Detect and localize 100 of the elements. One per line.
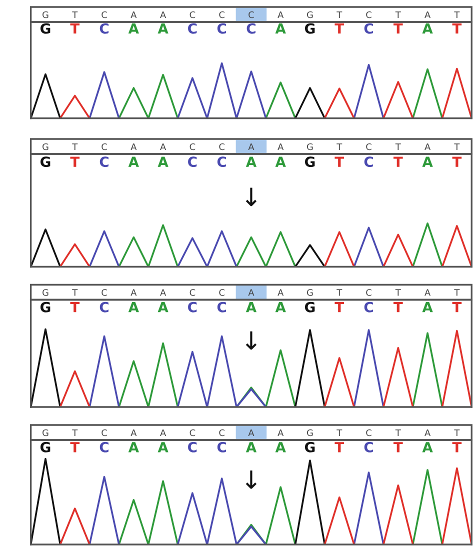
x-tick-label: G bbox=[42, 143, 48, 150]
x-tick-label: A bbox=[248, 143, 254, 150]
x-tick-label: G bbox=[307, 11, 313, 18]
category-label: C bbox=[188, 442, 197, 452]
x-tick-label: G bbox=[42, 11, 48, 18]
category-label: A bbox=[422, 302, 433, 312]
category-label: T bbox=[393, 23, 403, 34]
x-tick-label: T bbox=[72, 143, 78, 150]
x-tick-label: C bbox=[366, 289, 372, 296]
category-label: C bbox=[364, 302, 373, 312]
x-tick-label: A bbox=[278, 289, 284, 296]
category-label: A bbox=[422, 442, 433, 452]
x-tick-label: A bbox=[130, 11, 137, 18]
x-tick-label: A bbox=[160, 143, 166, 150]
category-label: T bbox=[452, 442, 462, 452]
x-tick-label: G bbox=[307, 429, 313, 436]
category-label: C bbox=[246, 23, 256, 34]
category-label: G bbox=[304, 442, 315, 452]
category-label: C bbox=[188, 302, 197, 312]
x-tick-label: T bbox=[454, 429, 460, 436]
x-tick-label: T bbox=[395, 143, 401, 150]
x-tick-label: C bbox=[190, 143, 196, 150]
category-label: A bbox=[275, 302, 286, 312]
category-label: T bbox=[70, 442, 80, 452]
x-tick-label: A bbox=[424, 143, 431, 150]
x-tick-label: A bbox=[278, 143, 284, 150]
category-label: C bbox=[364, 23, 373, 34]
x-tick-label: T bbox=[336, 429, 342, 436]
x-tick-label: A bbox=[130, 289, 137, 296]
category-label: T bbox=[70, 302, 80, 312]
category-label: C bbox=[188, 23, 197, 34]
category-label: A bbox=[128, 302, 139, 312]
category-label: C bbox=[100, 23, 108, 34]
x-tick-label: C bbox=[102, 11, 107, 18]
category-label: C bbox=[364, 156, 373, 168]
x-tick-label: T bbox=[336, 289, 342, 296]
x-tick-label: C bbox=[366, 11, 372, 18]
x-tick-label: T bbox=[395, 429, 401, 436]
x-tick-label: C bbox=[248, 11, 254, 18]
category-label: T bbox=[70, 156, 80, 167]
x-tick-label: C bbox=[366, 429, 372, 436]
x-tick-label: A bbox=[130, 143, 137, 150]
x-tick-label: A bbox=[248, 289, 254, 296]
x-tick-label: G bbox=[42, 429, 48, 436]
annotation: ↓ bbox=[246, 470, 257, 489]
x-tick-label: T bbox=[336, 143, 342, 150]
category-label: A bbox=[128, 23, 139, 34]
x-tick-label: C bbox=[190, 289, 196, 296]
category-label: T bbox=[393, 442, 403, 452]
x-tick-label: A bbox=[160, 11, 166, 18]
x-tick-label: C bbox=[219, 11, 224, 18]
category-label: A bbox=[158, 23, 168, 34]
x-tick-label: G bbox=[307, 143, 313, 150]
category-label: C bbox=[217, 442, 226, 452]
x-tick-label: C bbox=[190, 429, 196, 436]
category-label: C bbox=[100, 302, 108, 312]
category-label: G bbox=[304, 156, 315, 168]
x-tick-label: A bbox=[248, 429, 254, 436]
category-label: A bbox=[422, 156, 433, 167]
x-tick-label: G bbox=[42, 289, 48, 296]
category-label: A bbox=[128, 156, 139, 167]
x-tick-label: C bbox=[219, 143, 224, 150]
x-tick-label: C bbox=[102, 429, 107, 436]
text: ↓ bbox=[246, 188, 257, 206]
x-tick-label: T bbox=[454, 11, 460, 18]
category-label: C bbox=[217, 302, 226, 312]
category-label: T bbox=[334, 156, 344, 167]
category-label: G bbox=[40, 302, 50, 312]
x-tick-label: C bbox=[219, 289, 224, 296]
x-tick-label: C bbox=[102, 289, 107, 296]
category-label: A bbox=[246, 442, 257, 452]
category-label: T bbox=[393, 156, 403, 167]
category-label: G bbox=[304, 302, 315, 312]
x-tick-label: A bbox=[424, 289, 431, 296]
x-tick-label: T bbox=[395, 11, 401, 18]
category-label: C bbox=[188, 156, 197, 168]
category-label: A bbox=[246, 302, 257, 312]
x-tick-label: T bbox=[72, 289, 78, 296]
category-label: G bbox=[40, 156, 50, 168]
category-label: T bbox=[334, 302, 344, 312]
x-tick-label: C bbox=[190, 11, 196, 18]
category-label: T bbox=[334, 442, 344, 452]
category-label: C bbox=[364, 442, 373, 452]
category-label: T bbox=[452, 302, 462, 312]
category-label: G bbox=[304, 23, 315, 34]
x-tick-label: T bbox=[72, 429, 78, 436]
category-label: T bbox=[452, 23, 462, 34]
category-label: T bbox=[334, 23, 344, 34]
x-tick-label: T bbox=[454, 289, 460, 296]
x-tick-label: A bbox=[160, 289, 166, 296]
x-tick-label: A bbox=[278, 11, 284, 18]
category-label: A bbox=[275, 23, 286, 34]
x-tick-label: C bbox=[102, 143, 107, 150]
category-label: C bbox=[217, 156, 226, 168]
x-tick-label: T bbox=[72, 11, 78, 18]
category-label: A bbox=[128, 442, 139, 452]
category-label: T bbox=[393, 302, 403, 312]
category-label: A bbox=[275, 156, 286, 167]
x-tick-label: G bbox=[307, 289, 313, 296]
x-tick-label: C bbox=[366, 143, 372, 150]
